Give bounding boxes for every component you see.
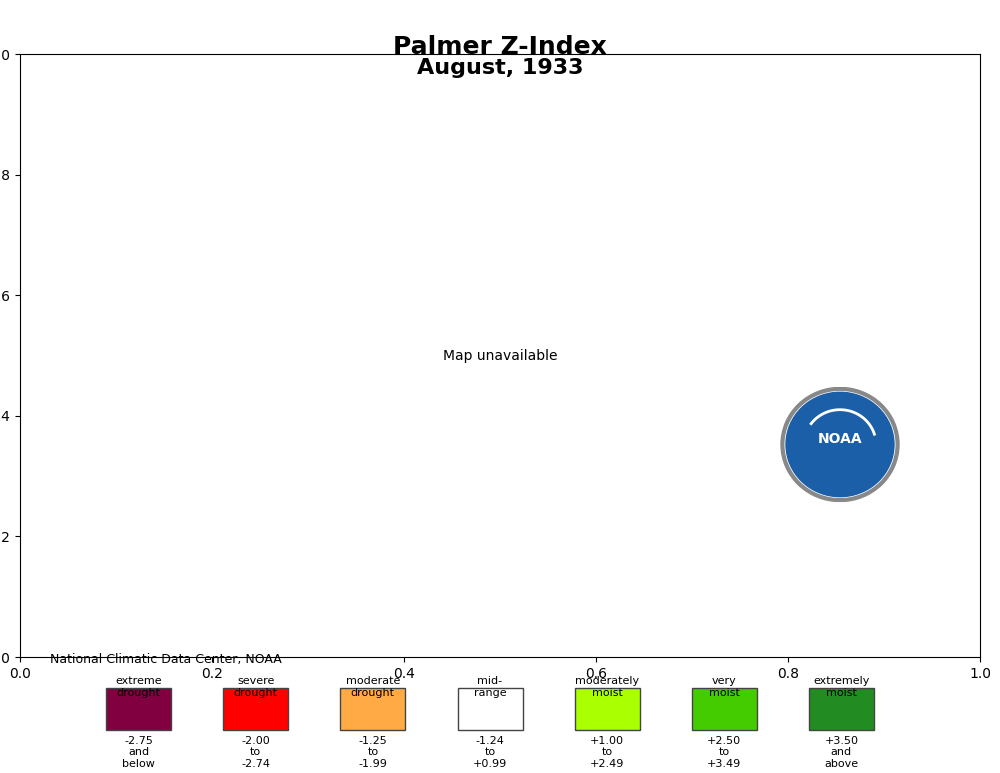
Text: -2.75
and
below: -2.75 and below bbox=[122, 736, 155, 769]
Text: extreme
drought: extreme drought bbox=[115, 676, 162, 698]
Text: August, 1933: August, 1933 bbox=[417, 58, 583, 78]
Text: -2.00
to
-2.74: -2.00 to -2.74 bbox=[241, 736, 270, 769]
Text: +1.00
to
+2.49: +1.00 to +2.49 bbox=[590, 736, 624, 769]
Text: very
moist: very moist bbox=[709, 676, 740, 698]
Text: -1.25
to
-1.99: -1.25 to -1.99 bbox=[358, 736, 387, 769]
Text: mid-
range: mid- range bbox=[474, 676, 506, 698]
Text: severe
drought: severe drought bbox=[234, 676, 278, 698]
Text: NOAA: NOAA bbox=[818, 431, 862, 446]
Text: extremely
moist: extremely moist bbox=[813, 676, 870, 698]
Text: -1.24
to
+0.99: -1.24 to +0.99 bbox=[473, 736, 507, 769]
Text: Map unavailable: Map unavailable bbox=[443, 349, 557, 363]
Text: Palmer Z-Index: Palmer Z-Index bbox=[393, 35, 607, 59]
Text: National Climatic Data Center, NOAA: National Climatic Data Center, NOAA bbox=[50, 653, 282, 666]
Text: +2.50
to
+3.49: +2.50 to +3.49 bbox=[707, 736, 741, 769]
Text: moderate
drought: moderate drought bbox=[346, 676, 400, 698]
Circle shape bbox=[786, 392, 894, 497]
Text: +3.50
and
above: +3.50 and above bbox=[824, 736, 858, 769]
Text: moderately
moist: moderately moist bbox=[575, 676, 639, 698]
